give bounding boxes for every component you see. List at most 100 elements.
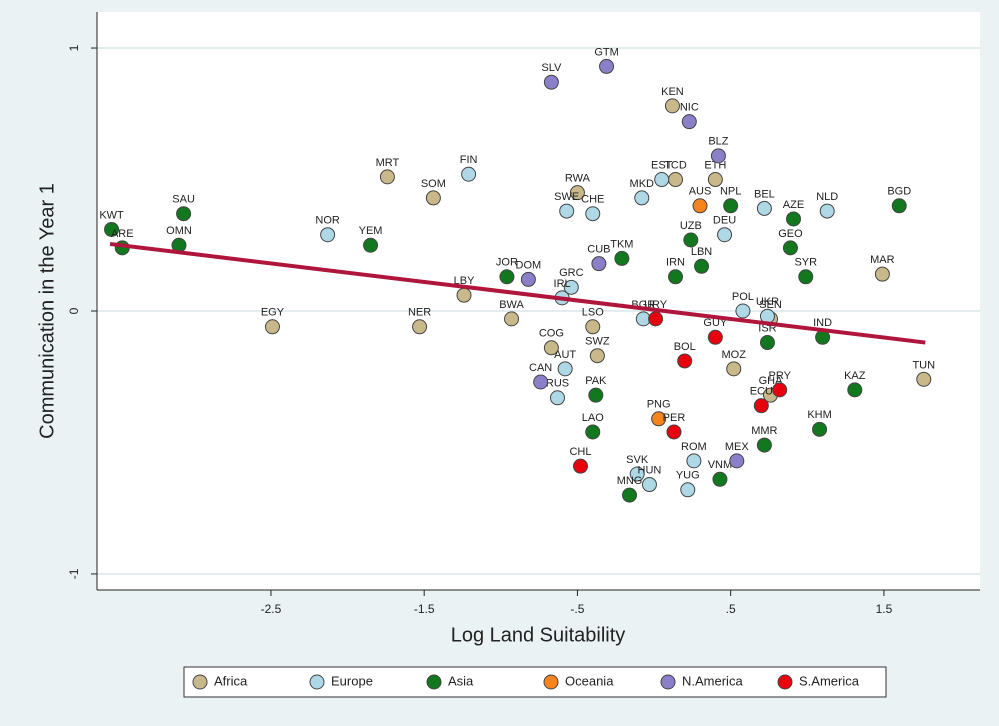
point xyxy=(666,424,682,440)
point xyxy=(520,271,536,287)
legend-label: N.America xyxy=(682,673,743,688)
point-label: MKD xyxy=(630,178,655,190)
point xyxy=(668,172,684,188)
point xyxy=(668,269,684,285)
point-label: MNG xyxy=(617,475,643,487)
legend-label: Oceania xyxy=(565,673,614,688)
point-label: MMR xyxy=(751,425,777,437)
x-tick-label: -2.5 xyxy=(261,602,282,616)
point xyxy=(916,371,932,387)
legend-marker xyxy=(192,674,208,690)
point xyxy=(379,169,395,185)
point-label: CHE xyxy=(581,194,604,206)
point xyxy=(585,319,601,335)
point xyxy=(634,190,650,206)
legend-marker xyxy=(543,674,559,690)
point xyxy=(104,221,120,237)
point xyxy=(461,166,477,182)
point-label: BEL xyxy=(754,188,775,200)
point-label: YUG xyxy=(676,470,700,482)
point xyxy=(819,203,835,219)
point xyxy=(320,227,336,243)
point-label: MEX xyxy=(725,441,750,453)
legend-marker xyxy=(309,674,325,690)
point-label: POL xyxy=(732,291,754,303)
point-label: DOM xyxy=(516,259,542,271)
y-tick-label: 0 xyxy=(67,307,81,314)
point-label: AUT xyxy=(554,349,576,361)
point xyxy=(264,319,280,335)
point-label: UZB xyxy=(680,220,702,232)
point xyxy=(363,237,379,253)
point xyxy=(677,353,693,369)
legend-label: Asia xyxy=(448,673,474,688)
point xyxy=(786,211,802,227)
point-label: ECU xyxy=(750,386,773,398)
point xyxy=(599,58,615,74)
point-label: BLZ xyxy=(708,136,728,148)
point-label: ARE xyxy=(111,228,134,240)
point xyxy=(812,421,828,437)
point-label: OMN xyxy=(166,225,192,237)
point xyxy=(723,198,739,214)
point xyxy=(588,387,604,403)
legend-marker xyxy=(660,674,676,690)
y-tick-label: -1 xyxy=(67,568,81,579)
point xyxy=(499,269,515,285)
y-tick-label: 1 xyxy=(67,44,81,51)
point xyxy=(176,206,192,222)
point-label: HUN xyxy=(638,464,662,476)
legend-marker xyxy=(777,674,793,690)
legend-label: Europe xyxy=(331,673,373,688)
point-label: TCD xyxy=(664,159,687,171)
point-label: LSO xyxy=(582,307,604,319)
point-label: SEN xyxy=(759,299,782,311)
point-label: COG xyxy=(539,328,564,340)
point-label: CUB xyxy=(587,244,610,256)
point-label: FIN xyxy=(460,154,478,166)
point-label: SYR xyxy=(794,257,817,269)
point-label: NER xyxy=(408,307,431,319)
point xyxy=(692,198,708,214)
point xyxy=(891,198,907,214)
point xyxy=(456,287,472,303)
point xyxy=(591,256,607,272)
point xyxy=(707,172,723,188)
point xyxy=(772,382,788,398)
point-label: VNM xyxy=(708,459,732,471)
legend xyxy=(183,666,887,698)
point xyxy=(585,424,601,440)
point xyxy=(756,437,772,453)
point-label: KHM xyxy=(807,409,831,421)
point-label: SLV xyxy=(541,62,562,74)
point-label: EST xyxy=(651,159,673,171)
point-label: AUS xyxy=(689,186,712,198)
point xyxy=(717,227,733,243)
point-label: PNG xyxy=(647,399,671,411)
legend-marker xyxy=(426,674,442,690)
point xyxy=(629,466,645,482)
point xyxy=(654,172,670,188)
point xyxy=(759,335,775,351)
point-label: PAK xyxy=(585,375,607,387)
point-label: MAR xyxy=(870,254,895,266)
legend-label: Africa xyxy=(214,673,248,688)
point xyxy=(782,240,798,256)
point xyxy=(683,232,699,248)
point-label: NIC xyxy=(680,102,699,114)
point-label: KEN xyxy=(661,86,684,98)
point xyxy=(680,482,696,498)
point-label: BOL xyxy=(674,341,696,353)
point xyxy=(572,458,588,474)
plot-area xyxy=(97,12,980,590)
point xyxy=(563,279,579,295)
point xyxy=(798,269,814,285)
point xyxy=(664,98,680,114)
x-tick-label: 1.5 xyxy=(876,602,893,616)
point xyxy=(686,453,702,469)
point xyxy=(641,477,657,493)
point-label: IRL xyxy=(554,278,571,290)
point-label: IRN xyxy=(666,257,685,269)
point-label: LBY xyxy=(454,275,475,287)
